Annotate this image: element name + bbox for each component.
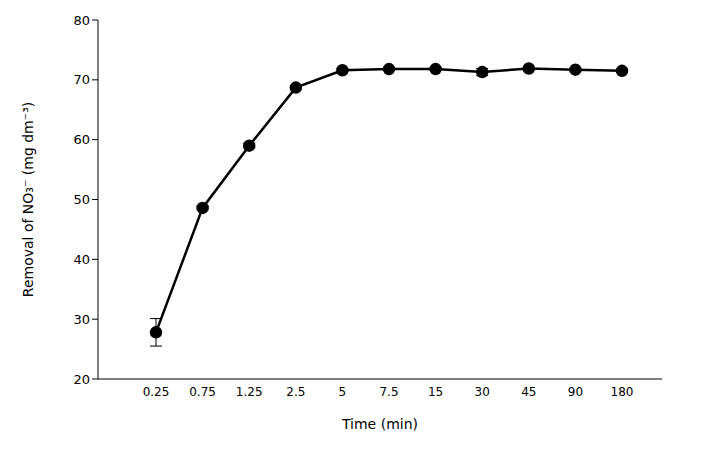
svg-text:0.25: 0.25: [143, 385, 170, 399]
svg-text:60: 60: [73, 132, 90, 147]
svg-text:5: 5: [339, 385, 347, 399]
svg-text:0.75: 0.75: [189, 385, 216, 399]
svg-text:40: 40: [73, 252, 90, 267]
svg-text:Removal of NO₃⁻ (mg dm⁻³): Removal of NO₃⁻ (mg dm⁻³): [20, 102, 36, 297]
svg-text:50: 50: [73, 192, 90, 207]
svg-text:180: 180: [611, 385, 634, 399]
svg-text:80: 80: [73, 13, 90, 28]
svg-text:45: 45: [521, 385, 536, 399]
svg-text:Time (min): Time (min): [341, 416, 418, 432]
svg-text:70: 70: [73, 72, 90, 87]
svg-text:7.5: 7.5: [379, 385, 398, 399]
svg-text:30: 30: [73, 312, 90, 327]
svg-text:20: 20: [73, 372, 90, 387]
svg-text:90: 90: [568, 385, 583, 399]
svg-text:30: 30: [475, 385, 490, 399]
svg-text:1.25: 1.25: [236, 385, 263, 399]
svg-text:15: 15: [428, 385, 443, 399]
svg-text:2.5: 2.5: [286, 385, 305, 399]
